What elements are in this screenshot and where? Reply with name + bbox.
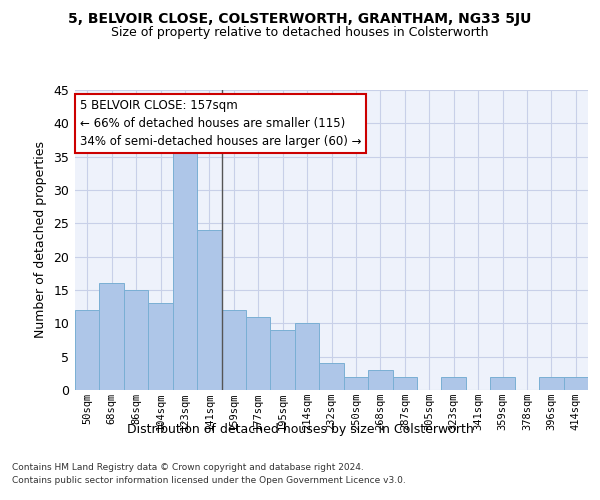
Bar: [563, 376, 588, 390]
Bar: [148, 304, 173, 390]
Bar: [124, 290, 148, 390]
Bar: [539, 376, 563, 390]
Text: Contains public sector information licensed under the Open Government Licence v3: Contains public sector information licen…: [12, 476, 406, 485]
Text: 5, BELVOIR CLOSE, COLSTERWORTH, GRANTHAM, NG33 5JU: 5, BELVOIR CLOSE, COLSTERWORTH, GRANTHAM…: [68, 12, 532, 26]
Bar: [271, 330, 295, 390]
Text: Distribution of detached houses by size in Colsterworth: Distribution of detached houses by size …: [127, 422, 473, 436]
Text: 5 BELVOIR CLOSE: 157sqm
← 66% of detached houses are smaller (115)
34% of semi-d: 5 BELVOIR CLOSE: 157sqm ← 66% of detache…: [80, 99, 362, 148]
Bar: [221, 310, 246, 390]
Bar: [75, 310, 100, 390]
Bar: [246, 316, 271, 390]
Bar: [392, 376, 417, 390]
Bar: [295, 324, 319, 390]
Y-axis label: Number of detached properties: Number of detached properties: [34, 142, 47, 338]
Bar: [173, 150, 197, 390]
Bar: [344, 376, 368, 390]
Text: Size of property relative to detached houses in Colsterworth: Size of property relative to detached ho…: [111, 26, 489, 39]
Bar: [197, 230, 221, 390]
Bar: [319, 364, 344, 390]
Bar: [442, 376, 466, 390]
Bar: [490, 376, 515, 390]
Bar: [100, 284, 124, 390]
Text: Contains HM Land Registry data © Crown copyright and database right 2024.: Contains HM Land Registry data © Crown c…: [12, 462, 364, 471]
Bar: [368, 370, 392, 390]
